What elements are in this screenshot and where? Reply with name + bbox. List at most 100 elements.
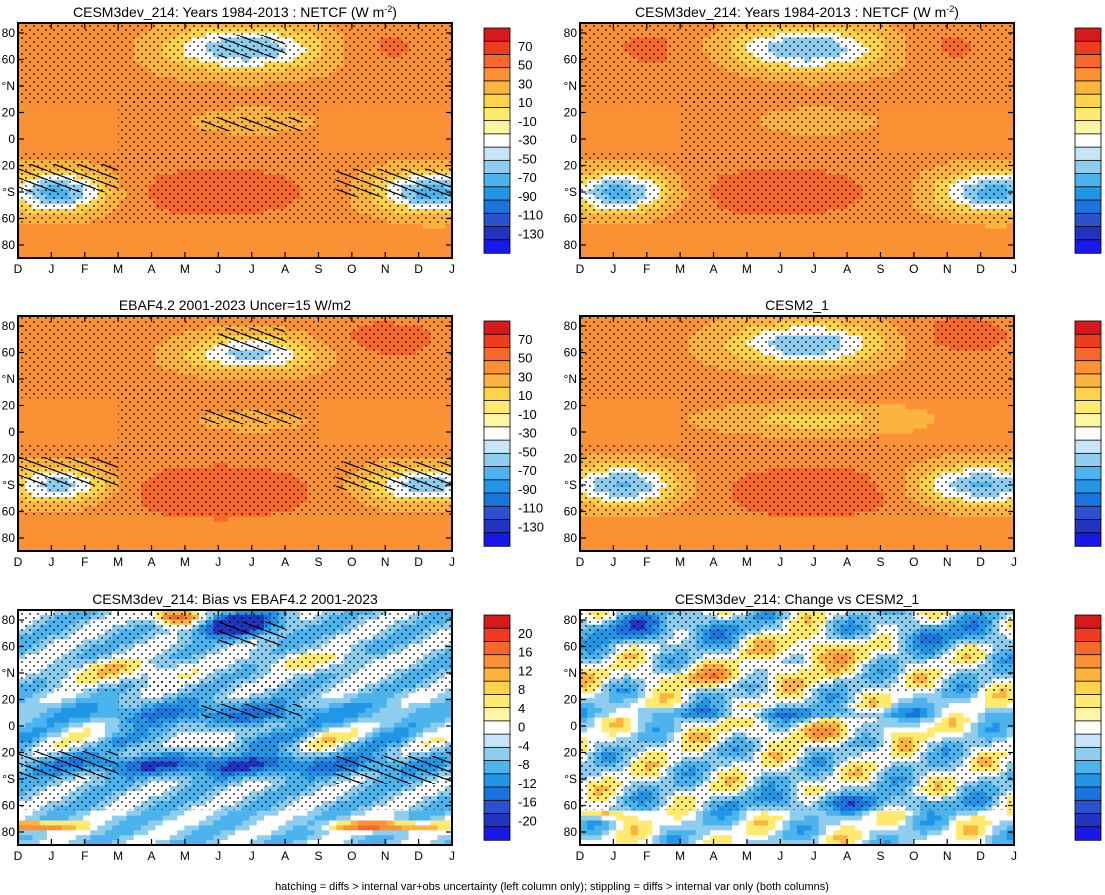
cell	[119, 248, 128, 254]
cell	[437, 233, 446, 240]
cell	[39, 248, 48, 254]
cell	[912, 116, 921, 122]
cell	[386, 140, 395, 146]
cell	[83, 248, 91, 254]
cell	[242, 233, 251, 240]
cell	[934, 135, 943, 142]
cell	[32, 145, 41, 151]
cell	[104, 135, 113, 142]
cell	[133, 228, 142, 235]
cell	[365, 125, 374, 132]
cell	[365, 238, 374, 244]
cell	[386, 116, 395, 122]
cell	[32, 106, 41, 112]
cell	[357, 135, 366, 142]
cell	[148, 238, 157, 244]
cell	[891, 111, 899, 117]
cell	[68, 253, 77, 258]
cell	[90, 111, 99, 117]
cell	[357, 140, 366, 146]
cell	[329, 111, 337, 117]
cell	[408, 145, 417, 151]
cell	[97, 135, 106, 142]
cell	[401, 233, 410, 240]
cell	[587, 130, 596, 137]
cell	[905, 106, 914, 112]
cell	[148, 248, 157, 254]
cell	[83, 223, 91, 230]
cell	[616, 116, 624, 122]
colorbar-swatch	[483, 146, 511, 162]
cell	[379, 228, 388, 235]
cell	[126, 253, 135, 258]
cell	[46, 135, 55, 142]
cell	[32, 253, 41, 258]
cell	[883, 145, 892, 151]
cell	[155, 223, 164, 230]
cell	[25, 145, 34, 151]
cell	[608, 145, 617, 151]
cell	[430, 120, 439, 127]
cell	[883, 125, 892, 132]
cell	[321, 145, 330, 151]
cell	[891, 145, 899, 151]
cell	[912, 145, 921, 151]
cell	[394, 233, 402, 240]
cell	[444, 111, 452, 117]
cell	[162, 233, 171, 240]
cell	[46, 111, 55, 117]
cell	[912, 140, 921, 146]
cell	[601, 135, 610, 142]
cell	[75, 233, 84, 240]
cell	[637, 145, 646, 151]
cell	[350, 130, 359, 137]
cell	[90, 223, 99, 230]
cell	[394, 125, 402, 132]
cell	[652, 130, 661, 137]
cell	[430, 243, 439, 249]
cell	[919, 106, 928, 112]
cell	[39, 228, 48, 235]
cell	[898, 130, 907, 137]
cell	[977, 116, 986, 122]
cell	[386, 228, 395, 235]
cell	[235, 248, 243, 254]
cell	[948, 130, 957, 137]
cell	[587, 125, 596, 132]
cell	[177, 228, 185, 235]
cell	[249, 223, 258, 230]
cell	[905, 130, 914, 137]
cell	[927, 106, 936, 112]
cell	[394, 223, 402, 230]
y-tick-label: 20	[2, 159, 16, 173]
cell	[75, 106, 84, 112]
cell	[963, 135, 972, 142]
cell	[437, 243, 446, 249]
cell	[39, 135, 48, 142]
x-tick-label: D	[414, 262, 423, 276]
cell	[941, 120, 950, 127]
cell	[948, 145, 957, 151]
cell	[350, 120, 359, 127]
cell	[300, 228, 308, 235]
cell	[285, 243, 294, 249]
cell	[623, 111, 632, 117]
cell	[314, 130, 323, 137]
cell	[25, 130, 34, 137]
cell	[314, 243, 323, 249]
cell	[594, 140, 603, 146]
cell	[61, 248, 70, 254]
cell	[206, 228, 214, 235]
cell	[249, 238, 258, 244]
cell	[18, 116, 26, 122]
cell	[616, 130, 624, 137]
cell	[32, 116, 41, 122]
cell	[905, 135, 914, 142]
cell	[32, 130, 41, 137]
cell	[235, 243, 243, 249]
cell	[365, 116, 374, 122]
cell	[430, 135, 439, 142]
cell	[357, 116, 366, 122]
